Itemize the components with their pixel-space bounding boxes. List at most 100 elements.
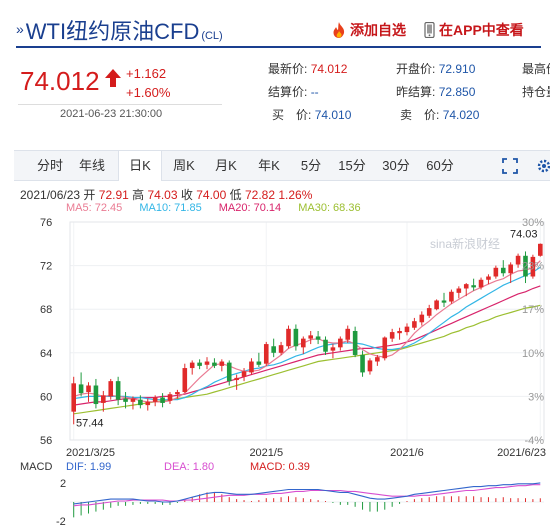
candle-down [212,362,217,366]
candle-up [508,264,513,274]
tab-year-line[interactable]: 年线 [78,158,105,173]
info-open-value: 72.91 [98,188,129,202]
tab-daily-k[interactable]: 日K [118,151,162,181]
tab-30min[interactable]: 30分 [382,158,410,173]
candle-up [493,267,499,277]
x-tick-label: 2021/6/23 [497,447,546,459]
pct-tick-label: 10% [522,348,544,360]
candle-up [478,279,484,288]
candle-up [175,392,180,395]
candle-up [234,377,239,381]
macd-tick-label: -2 [56,516,66,528]
latest-price-label: 最新价: [268,62,308,76]
candle-up [152,397,158,402]
candle-up [219,361,225,366]
ma10-line [73,266,541,401]
tab-weekly-k[interactable]: 周K [173,158,195,173]
y-tick-label: 76 [40,217,52,229]
chart-axes: 76 72 68 64 60 56 30% 23% 17% 10% 3% -4% 2021/3/25 20… [40,217,546,459]
latest-price-field: 最新价: 74.012 [268,60,347,77]
high-price-label: 最高价 [522,62,550,76]
ma30-legend: MA30: 68.36 [298,202,361,214]
candle-up [308,335,313,339]
settlement-value: -- [310,85,319,99]
candle-up [301,338,306,348]
ask-price-field: 卖 价: 74.020 [400,106,479,123]
add-favorite-label: 添加自选 [350,22,406,38]
tab-5min[interactable]: 5分 [300,158,322,173]
candle-down [271,346,276,353]
candle-up [426,308,432,316]
quote-panel: 74.012 +1.162 +1.60% 2021-06-23 21:30:00… [0,52,550,132]
info-high-value: 74.03 [147,188,178,202]
candle-down [315,336,321,340]
pct-tick-label: 17% [522,304,544,316]
candles [71,243,543,425]
latest-price-value: 74.012 [310,62,348,76]
candle-down [115,381,121,400]
candle-down [160,397,165,403]
ma10-legend: MA10: 71.85 [139,202,202,214]
quote-divider [18,104,222,105]
candle-info-bar: 2021/06/23 开 72.91 高 74.03 收 74.00 低 72.… [20,186,312,203]
candle-up [145,401,151,406]
macd-panel: 2 -2 [56,478,544,528]
change-percent: +1.60% [126,85,171,100]
candle-up [86,385,91,393]
x-tick-label: 2021/3/25 [66,447,115,459]
info-change-pct: 1.26% [278,188,313,202]
candle-up [375,357,380,362]
candle-up [449,291,454,302]
macd-value-legend: MACD: 0.39 [250,461,310,473]
candle-up [241,371,247,377]
open-interest-label: 持仓量 [522,85,550,99]
tab-intraday[interactable]: 分时 [36,158,63,173]
info-close-value: 74.00 [196,188,227,202]
candle-up [486,276,491,280]
bid-price-label: 买 价: [272,108,312,122]
tab-yearly-k[interactable]: 年K [258,158,280,173]
candle-up [515,255,521,265]
candle-up [249,361,254,373]
open-in-app-button[interactable]: 在APP中查看 [424,20,524,41]
candle-down [523,255,528,277]
min-price-label: 57.44 [76,417,104,429]
pct-tick-label: -4% [524,435,544,447]
y-tick-label: 72 [40,261,52,273]
tab-monthly-k[interactable]: 月K [215,158,237,173]
candle-down [78,384,84,394]
candle-down [197,362,202,366]
quote-timestamp: 2021-06-23 21:30:00 [60,108,163,120]
sina-watermark: sina新浪财经 [430,236,500,251]
candle-up [367,360,373,372]
ma-legend: MA5: 72.45 MA10: 71.85 MA20: 70.14 MA30:… [66,202,375,214]
x-tick-label: 2021/6 [390,447,424,459]
add-favorite-button[interactable]: 添加自选 [332,20,406,41]
candle-up [330,347,336,351]
candle-down [226,362,232,382]
macd-tick-label: 2 [60,478,66,490]
change-amount: +1.162 [126,66,167,81]
candle-down [93,385,99,405]
open-interest-field: 持仓量 [522,83,550,100]
pct-tick-label: 23% [522,261,544,273]
open-in-app-label: 在APP中查看 [439,22,524,38]
price-change: +1.162 +1.60% [126,64,170,102]
settings-gear-icon[interactable] [536,158,550,179]
tab-15min[interactable]: 15分 [338,158,366,173]
candle-up [108,381,114,397]
open-price-label: 开盘价: [396,62,436,76]
candle-down [256,361,262,365]
ma5-legend: MA5: 72.45 [66,202,123,214]
dif-legend: DIF: 1.99 [66,461,111,473]
tab-60min[interactable]: 60分 [426,158,454,173]
ma-lines [73,260,541,415]
candle-up [419,314,425,323]
info-high-label: 高 [132,188,145,202]
flame-icon [332,22,346,41]
fullscreen-icon[interactable] [502,158,518,179]
x-tick-label: 2021/5 [249,447,283,459]
title-bar: »WTI纽约原油CFD (CL) 添加自选 在APP中查看 [0,0,550,52]
max-price-label: 74.03 [510,228,538,240]
candle-down [323,339,328,352]
